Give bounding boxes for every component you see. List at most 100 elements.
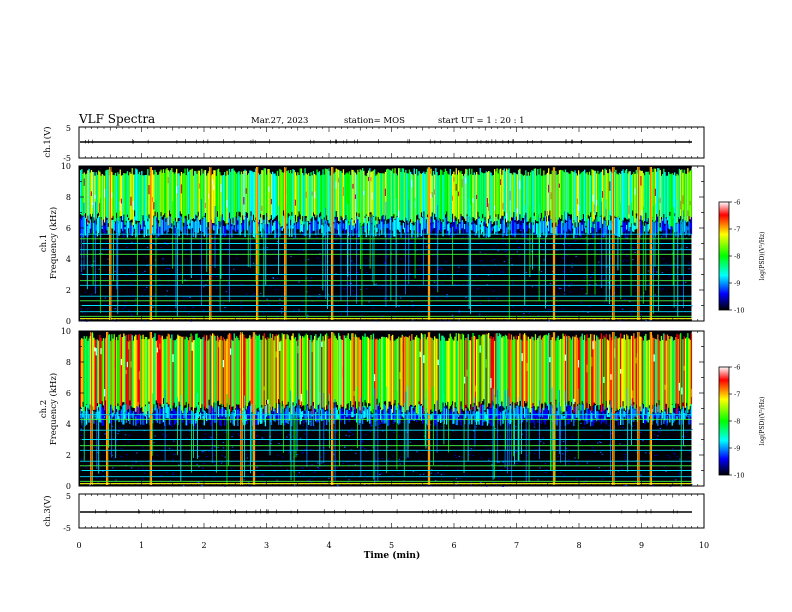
noise-speck (536, 286, 539, 288)
band-tail (377, 220, 379, 229)
noise-speck (521, 433, 523, 435)
noise-speck (556, 317, 559, 319)
band-tail (599, 216, 601, 229)
band-core (171, 168, 173, 224)
band-core (689, 339, 691, 407)
band-core (600, 171, 603, 215)
band-core (609, 334, 611, 401)
band-tail (296, 224, 298, 230)
band-core (690, 333, 693, 405)
noise-speck (400, 258, 402, 260)
band-core (270, 174, 273, 216)
band-core (254, 171, 256, 221)
band-hotspot (632, 390, 634, 399)
band-tail (514, 222, 516, 238)
band-core (609, 168, 611, 215)
noise-speck (541, 236, 543, 238)
noise-speck (93, 447, 96, 449)
band-tail (576, 405, 579, 418)
band-tail (371, 415, 373, 418)
band-core (525, 170, 527, 213)
noise-speck (204, 433, 207, 435)
band-core (521, 174, 523, 218)
band-hotspot (548, 184, 550, 193)
band-tail (190, 410, 192, 425)
noise-speck (239, 479, 241, 481)
noise-speck (498, 461, 500, 463)
band-tail (347, 223, 349, 237)
band-tail (267, 226, 269, 233)
noise-speck (656, 271, 658, 273)
band-hotspot (509, 190, 511, 201)
noise-speck (213, 461, 216, 463)
band-core (598, 339, 600, 410)
band-tail (166, 403, 168, 419)
band-tail (125, 222, 127, 234)
band-tail (176, 227, 178, 234)
band-core (284, 334, 286, 408)
band-core (413, 168, 415, 223)
band-tail (624, 221, 627, 238)
band-core (326, 333, 328, 406)
band-tail (140, 227, 142, 231)
band-tail (225, 410, 227, 418)
noise-speck (273, 252, 275, 254)
band-core (653, 168, 655, 222)
band-core (292, 169, 294, 226)
noise-speck (531, 286, 534, 288)
band-core (393, 173, 395, 215)
noise-speck (396, 244, 399, 246)
band-hotspot (363, 190, 365, 196)
band-tail (366, 409, 369, 422)
band-hotspot (658, 383, 660, 390)
band-tail (593, 223, 595, 229)
noise-speck (272, 277, 275, 279)
noise-speck (225, 463, 227, 465)
band-tail (170, 216, 172, 229)
band-hotspot (585, 353, 587, 361)
band-tail (605, 406, 607, 425)
noise-speck (375, 283, 378, 285)
noise-speck (493, 481, 495, 483)
band-core (234, 337, 237, 409)
band-core (286, 171, 288, 224)
band-tail (644, 415, 646, 425)
band-core (545, 334, 547, 404)
band-tail (114, 223, 117, 232)
noise-speck (317, 257, 319, 259)
band-core (225, 175, 227, 224)
noise-speck (113, 428, 116, 430)
band-core (675, 337, 677, 404)
band-core (454, 336, 456, 403)
band-hotspot (311, 342, 313, 352)
band-core (111, 334, 113, 409)
band-core (309, 339, 311, 410)
band-hotspot (244, 369, 246, 379)
band-core (588, 337, 591, 405)
noise-speck (435, 473, 437, 475)
band-core (316, 340, 318, 413)
band-core (603, 175, 605, 218)
band-tail (473, 405, 475, 420)
band-core (452, 339, 454, 402)
noise-speck (185, 250, 187, 252)
band-hotspot (180, 184, 183, 194)
band-core (516, 339, 519, 402)
band-tail (660, 219, 663, 232)
band-core (567, 172, 569, 213)
band-tail (132, 411, 135, 426)
band-core (406, 336, 408, 411)
noise-speck (394, 317, 396, 319)
band-core (688, 338, 690, 410)
band-core (561, 338, 563, 414)
band-tail (506, 227, 508, 237)
noise-speck (106, 240, 109, 242)
band-tail (687, 226, 689, 231)
noise-speck (557, 293, 559, 295)
noise-speck (171, 242, 173, 244)
band-hotspot (464, 376, 466, 384)
band-hotspot (384, 188, 387, 196)
band-hotspot (455, 183, 457, 191)
band-tail (498, 411, 501, 421)
band-core (309, 175, 311, 223)
